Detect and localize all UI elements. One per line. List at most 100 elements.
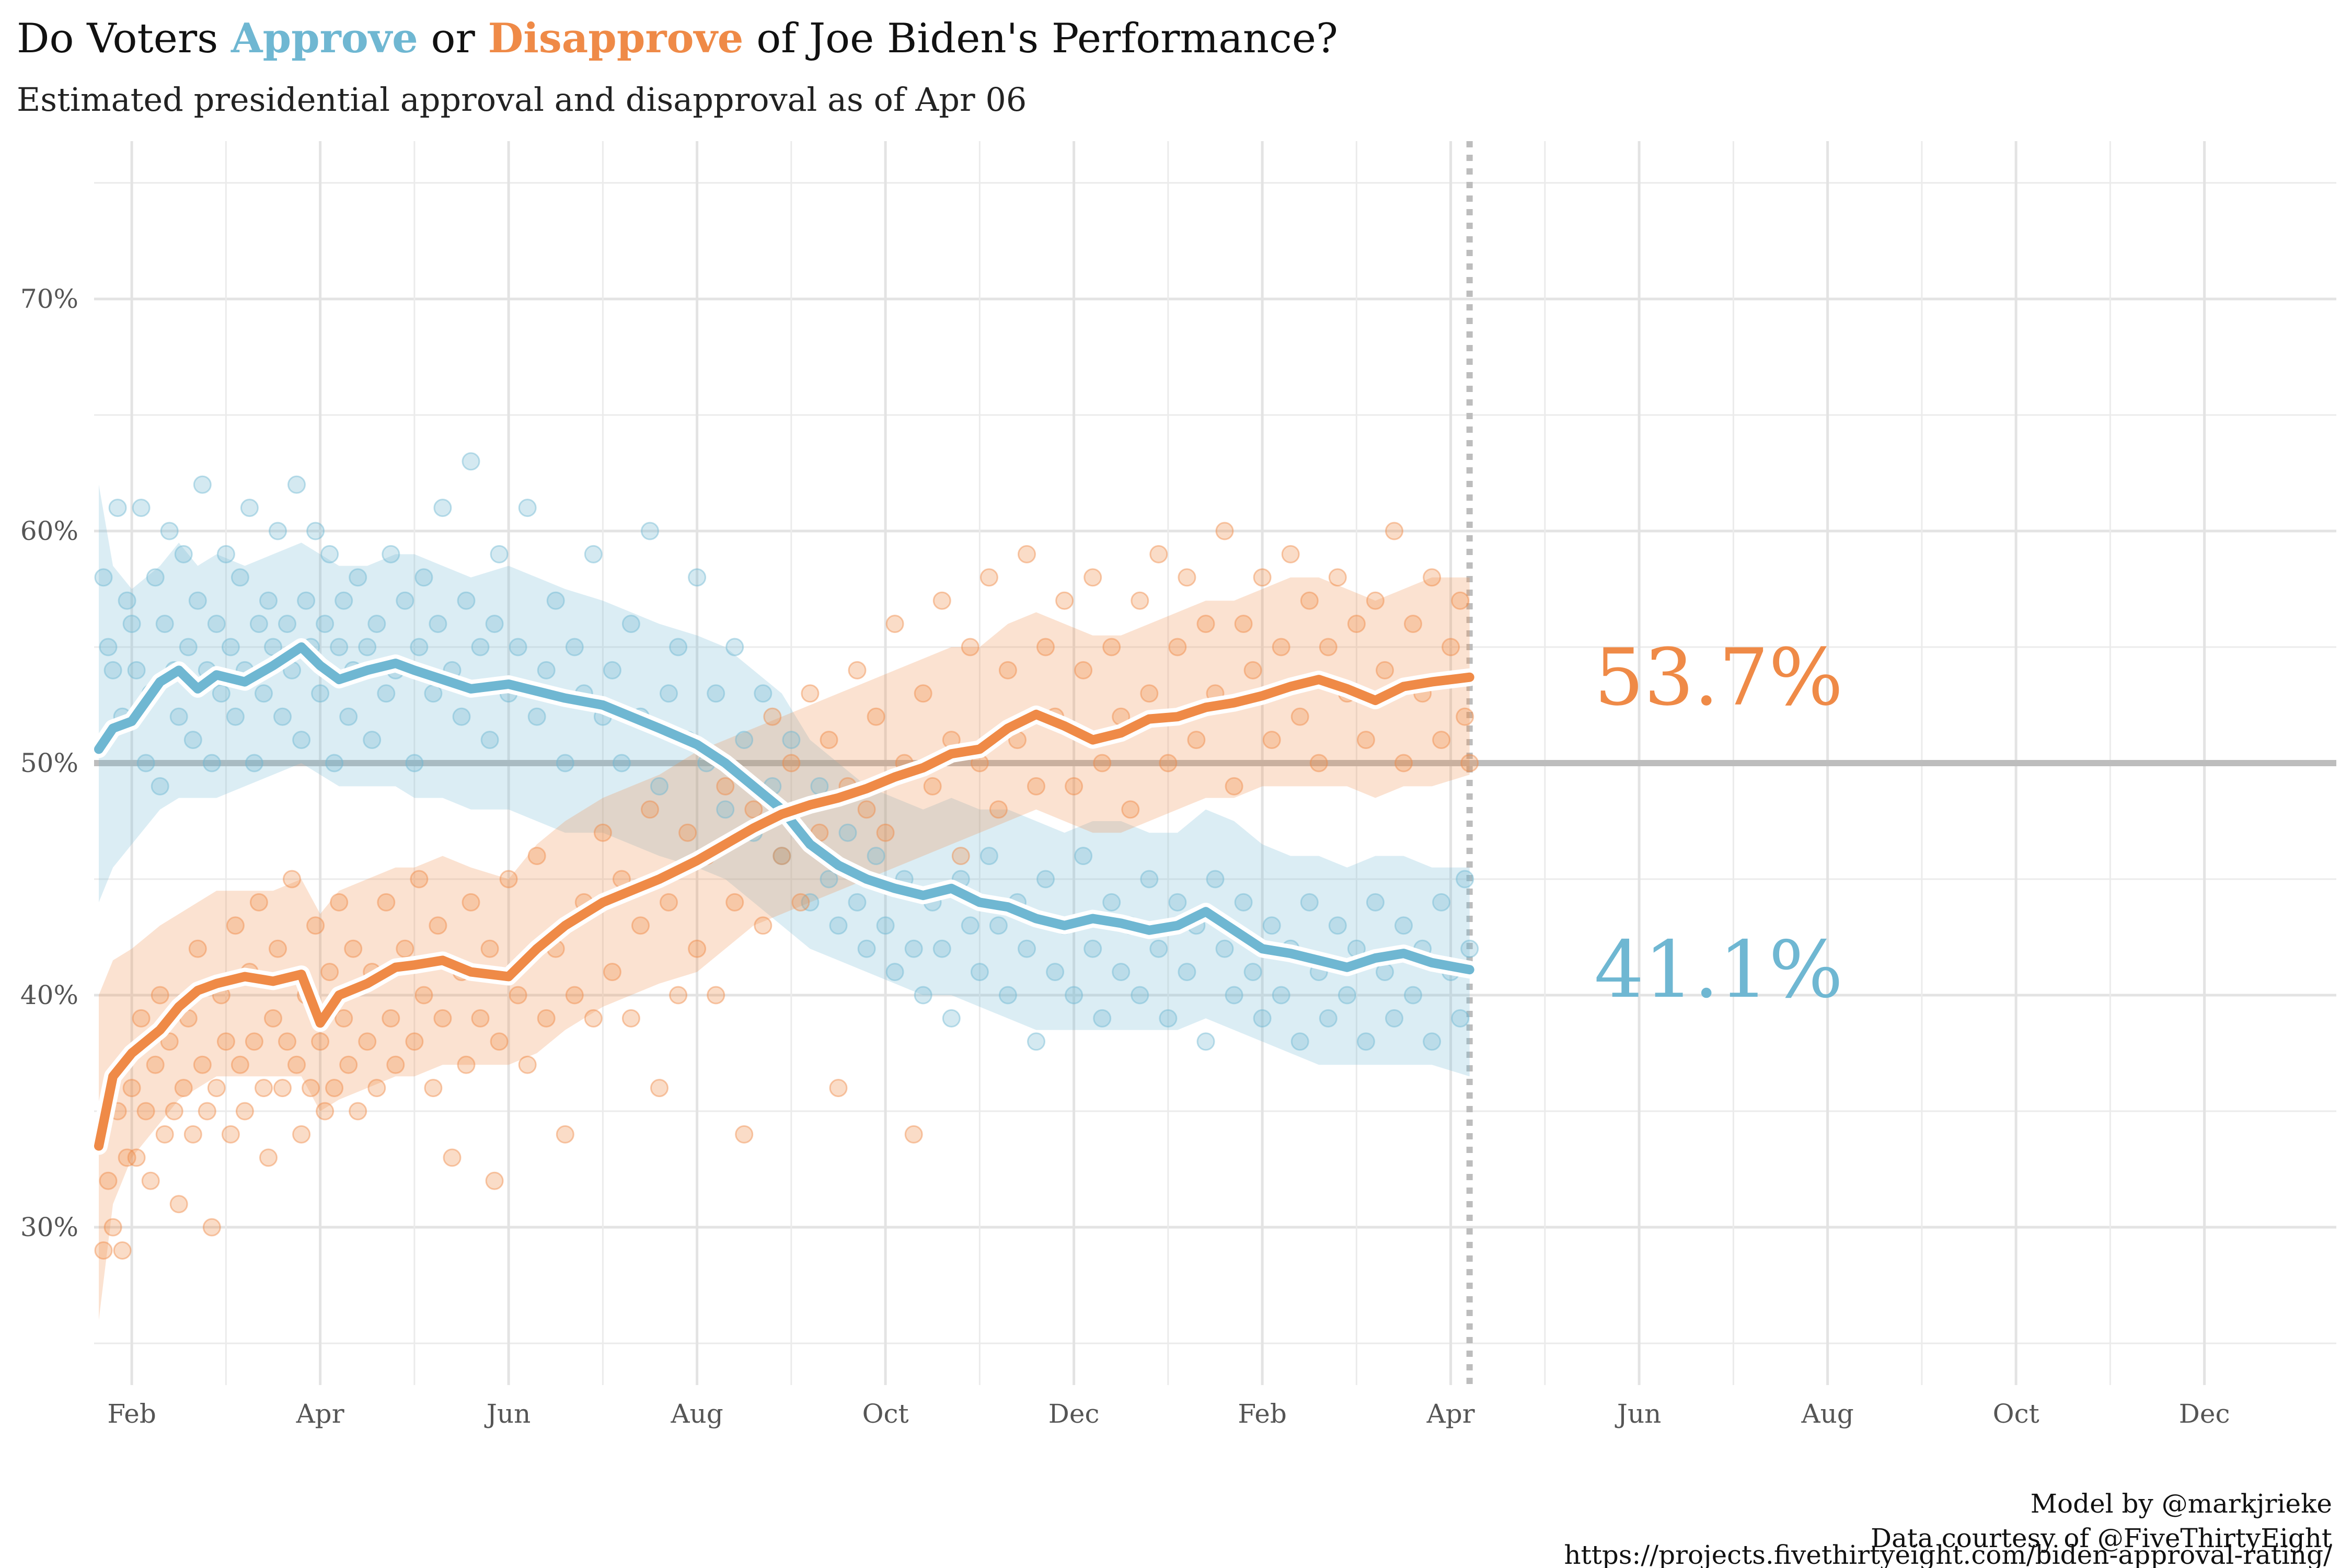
disapprove-poll-point [433,1009,452,1028]
approve-poll-point [1131,986,1149,1005]
disapprove-poll-point [1234,615,1253,633]
disapprove-poll-point [678,823,697,842]
approve-poll-point [429,615,447,633]
disapprove-confidence-band [99,577,1470,1320]
approve-poll-point [221,638,240,656]
approve-poll-point [99,638,118,656]
disapprove-poll-point [669,986,688,1005]
approve-poll-point [546,591,565,610]
disapprove-poll-point [1451,591,1470,610]
disapprove-poll-point [490,1032,509,1051]
disapprove-poll-point [160,1032,179,1051]
approve-poll-point [565,638,584,656]
approve-poll-point [160,522,179,540]
approve-poll-point [1206,870,1225,889]
disapprove-poll-point [1290,707,1309,726]
disapprove-poll-point [136,1102,155,1121]
disapprove-poll-point [998,661,1017,679]
disapprove-poll-point [660,893,678,912]
approve-poll-point [1290,1032,1309,1051]
approve-poll-point [1432,893,1451,912]
approve-poll-point [867,847,885,866]
disapprove-poll-point [744,800,763,819]
disapprove-poll-point [1196,615,1215,633]
disapprove-poll-point [537,1009,556,1028]
disapprove-poll-point [1093,754,1112,773]
approve-poll-point [669,638,688,656]
approve-poll-point [311,684,330,703]
disapprove-poll-point [754,916,773,935]
disapprove-poll-point [1262,731,1281,750]
approve-poll-point [1460,939,1479,958]
disapprove-poll-point [410,870,429,889]
disapprove-poll-point [1178,568,1196,587]
approve-poll-point [396,591,414,610]
title-disapprove-word: Disapprove [488,15,744,62]
approve-poll-point [1027,1032,1045,1051]
disapprove-poll-point [1187,731,1206,750]
approve-poll-point [405,754,424,773]
approve-poll-point [1234,893,1253,912]
disapprove-poll-point [325,1079,344,1098]
disapprove-poll-point [174,1079,193,1098]
disapprove-poll-point [339,1055,358,1074]
x-tick-label: Apr [296,1399,344,1429]
disapprove-poll-point [471,1009,490,1028]
approve-poll-point [1319,1009,1338,1028]
disapprove-poll-point [287,1055,306,1074]
approve-poll-point [216,545,235,563]
disapprove-poll-point [269,939,287,958]
y-tick-label: 50% [20,748,78,778]
approve-poll-point [146,568,165,587]
disapprove-poll-point [306,916,325,935]
disapprove-poll-point [141,1171,160,1190]
title-suffix: of Joe Biden's Performance? [743,15,1338,62]
x-tick-label: Jun [1615,1399,1661,1429]
approve-poll-point [118,591,136,610]
disapprove-poll-point [1460,754,1479,773]
disapprove-poll-point [499,870,518,889]
disapprove-poll-point [1018,545,1036,563]
disapprove-poll-point [1423,568,1442,587]
disapprove-poll-point [202,1218,221,1237]
disapprove-poll-point [113,1241,132,1260]
approve-poll-point [1423,1032,1442,1051]
disapprove-poll-point [989,800,1008,819]
approve-poll-point [457,591,476,610]
disapprove-poll-point [396,939,414,958]
approve-poll-point [103,661,122,679]
disapprove-poll-point [292,1125,311,1144]
approve-poll-point [230,568,249,587]
x-tick-label: Feb [107,1399,156,1429]
approve-poll-point [462,452,480,471]
disapprove-poll-point [335,1009,353,1028]
disapprove-poll-point [603,963,621,982]
disapprove-poll-point [429,916,447,935]
approve-poll-point [193,475,212,494]
disapprove-poll-point [707,986,725,1005]
disapprove-poll-point [1168,638,1187,656]
disapprove-poll-point [631,916,650,935]
approve-poll-point [942,1009,961,1028]
x-tick-label: Dec [1048,1399,1100,1429]
disapprove-poll-point [349,1102,367,1121]
disapprove-poll-point [932,591,951,610]
disapprove-poll-point [316,1102,335,1121]
x-tick-label: Oct [862,1399,909,1429]
disapprove-poll-point [132,1009,151,1028]
disapprove-poll-point [462,893,480,912]
approve-poll-point [518,499,537,517]
disapprove-poll-point [216,1032,235,1051]
disapprove-poll-point [103,1218,122,1237]
disapprove-poll-point [1140,684,1159,703]
disapprove-poll-point [763,707,782,726]
approve-poll-point [1215,939,1234,958]
approve-poll-point [1253,1009,1272,1028]
approve-poll-point [1093,1009,1112,1028]
approve-poll-point [287,475,306,494]
disapprove-poll-point [961,638,979,656]
disapprove-poll-point [386,1055,405,1074]
approve-poll-point [1140,870,1159,889]
approve-poll-point [169,707,188,726]
approve-poll-point [414,568,433,587]
